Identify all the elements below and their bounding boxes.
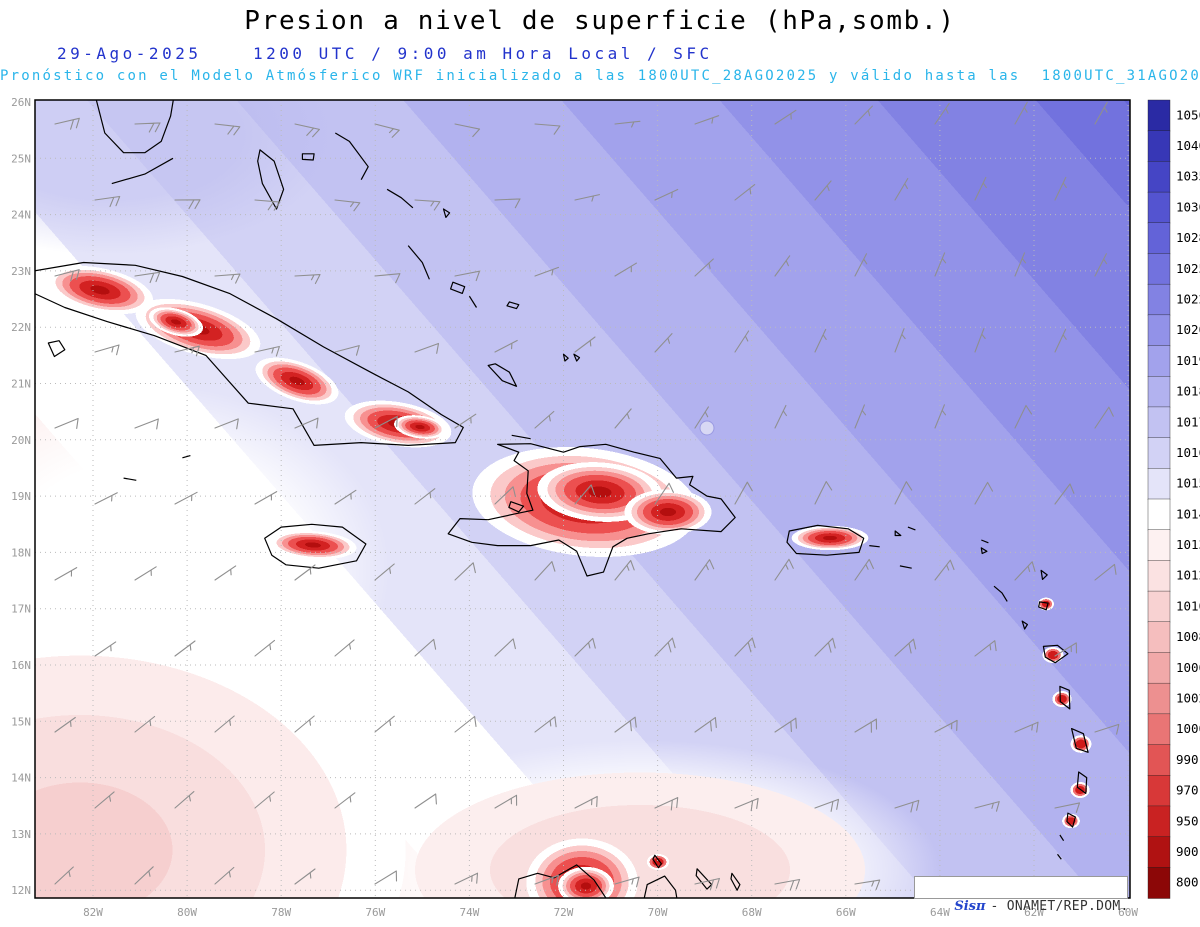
lon-label: 68W [742,906,762,919]
lat-label: 20N [11,434,31,447]
lat-label: 25N [11,152,31,165]
lon-label: 76W [365,906,385,919]
colorbar-segment [1147,652,1171,684]
lon-label: 72W [554,906,574,919]
colorbar-segment [1147,253,1171,285]
lat-label: 15N [11,715,31,728]
colorbar-label: 1015 [1176,476,1200,491]
colorbar-segment [1147,805,1171,838]
colorbar-label: 1035 [1176,169,1200,184]
lon-label: 62W [1024,906,1044,919]
lon-label: 78W [271,906,291,919]
colorbar-label: 1020 [1176,322,1200,337]
forecast-date: 29-Ago-2025 [57,44,202,63]
grid-lines [35,100,1130,898]
colorbar-label: 1002 [1176,691,1200,706]
colorbar-label: 900 [1176,844,1199,859]
lat-label: 21N [11,378,31,391]
lat-label: 16N [11,659,31,672]
lat-label: 19N [11,490,31,503]
lat-label: 13N [11,828,31,841]
colorbar-label: 800 [1176,875,1199,890]
colorbar-label: 1030 [1176,199,1200,214]
lat-label: 12N [11,884,31,897]
colorbar-label: 1040 [1176,138,1200,153]
colorbar-segment [1147,314,1171,347]
axis-labels: 26N 25N 24N 23N 22N 21N 20N 19N 18N 17N 16N 15N 14N 1… [11,96,1138,919]
colorbar-segment [1147,775,1171,807]
colorbar-segment [1147,498,1171,531]
colorbar-segment [1147,590,1171,623]
model-info-line: Pronóstico con el Modelo Atmósferico WRF… [0,68,1200,84]
colorbar-segment [1147,713,1171,746]
colorbar-label: 1016 [1176,445,1200,460]
lon-label: 60W [1118,906,1138,919]
colorbar-label: 1018 [1176,384,1200,399]
colorbar-segment [1147,744,1171,776]
colorbar-label: 1013 [1176,537,1200,552]
pressure-field [35,100,1130,898]
lat-label: 18N [11,546,31,559]
colorbar-label: 1017 [1176,414,1200,429]
lat-label: 17N [11,603,31,616]
colorbar-label: 1008 [1176,629,1200,644]
colorbar-label: 1012 [1176,568,1200,583]
colorbar-segment [1147,161,1171,193]
lat-label: 26N [11,96,31,109]
colorbar-segment [1147,867,1171,899]
colorbar-label: 1019 [1176,353,1200,368]
colorbar-segment [1147,376,1171,408]
colorbar-segment [1147,836,1171,869]
wind-barbs [54,101,1120,891]
colorbar-label: 1022 [1176,292,1200,307]
colorbar-segment [1147,130,1171,163]
colorbar-segment [1147,621,1171,654]
colorbar-segment [1147,283,1171,316]
colorbar-segment [1147,191,1171,224]
colorbar-segment [1147,529,1171,562]
colorbar-segment [1147,682,1171,715]
colorbar-segment [1147,99,1171,132]
colorbar-label: 1028 [1176,230,1200,245]
watermark-logo: Sisπ [954,899,986,914]
colorbar-label: 1025 [1176,261,1200,276]
colorbar-segment [1147,406,1171,439]
colorbar-label: 1050 [1176,107,1200,122]
watermark: Sisπ - ONAMET/REP.DOM. [914,876,1128,914]
watermark-text: - ONAMET/REP.DOM. [990,899,1129,914]
lon-label: 80W [177,906,197,919]
colorbar-segment [1147,560,1171,592]
colorbar-segment [1147,345,1171,377]
lon-label: 66W [836,906,856,919]
colorbar-label: 1010 [1176,598,1200,613]
validity-line: 29-Ago-2025 1200 UTC / 9:00 am Hora Loca… [0,44,1200,64]
lat-label: 24N [11,209,31,222]
colorbar-segment [1147,437,1171,470]
colorbar-label: 1000 [1176,721,1200,736]
lat-label: 22N [11,321,31,334]
lon-label: 70W [648,906,668,919]
page-title: Presion a nivel de superficie (hPa,somb.… [244,6,956,36]
colorbar-label: 1006 [1176,660,1200,675]
colorbar-segment [1147,222,1171,255]
lat-label: 23N [11,265,31,278]
colorbar-label: 970 [1176,783,1199,798]
lon-label: 82W [83,906,103,919]
lon-label: 74W [459,906,479,919]
colorbar-segment [1147,468,1171,500]
forecast-time: 1200 UTC / 9:00 am Hora Local / SFC [253,44,713,63]
colorbar-label: 1014 [1176,506,1200,521]
colorbar-label: 990 [1176,752,1199,767]
colorbar-label: 950 [1176,813,1199,828]
colorbar: 1050 1040 1035 1030 1028 1025 1022 1020 1019 1018… [1147,99,1200,899]
lat-label: 14N [11,772,31,785]
coastlines [35,100,1089,898]
lon-label: 64W [930,906,950,919]
map-frame [34,99,1131,899]
